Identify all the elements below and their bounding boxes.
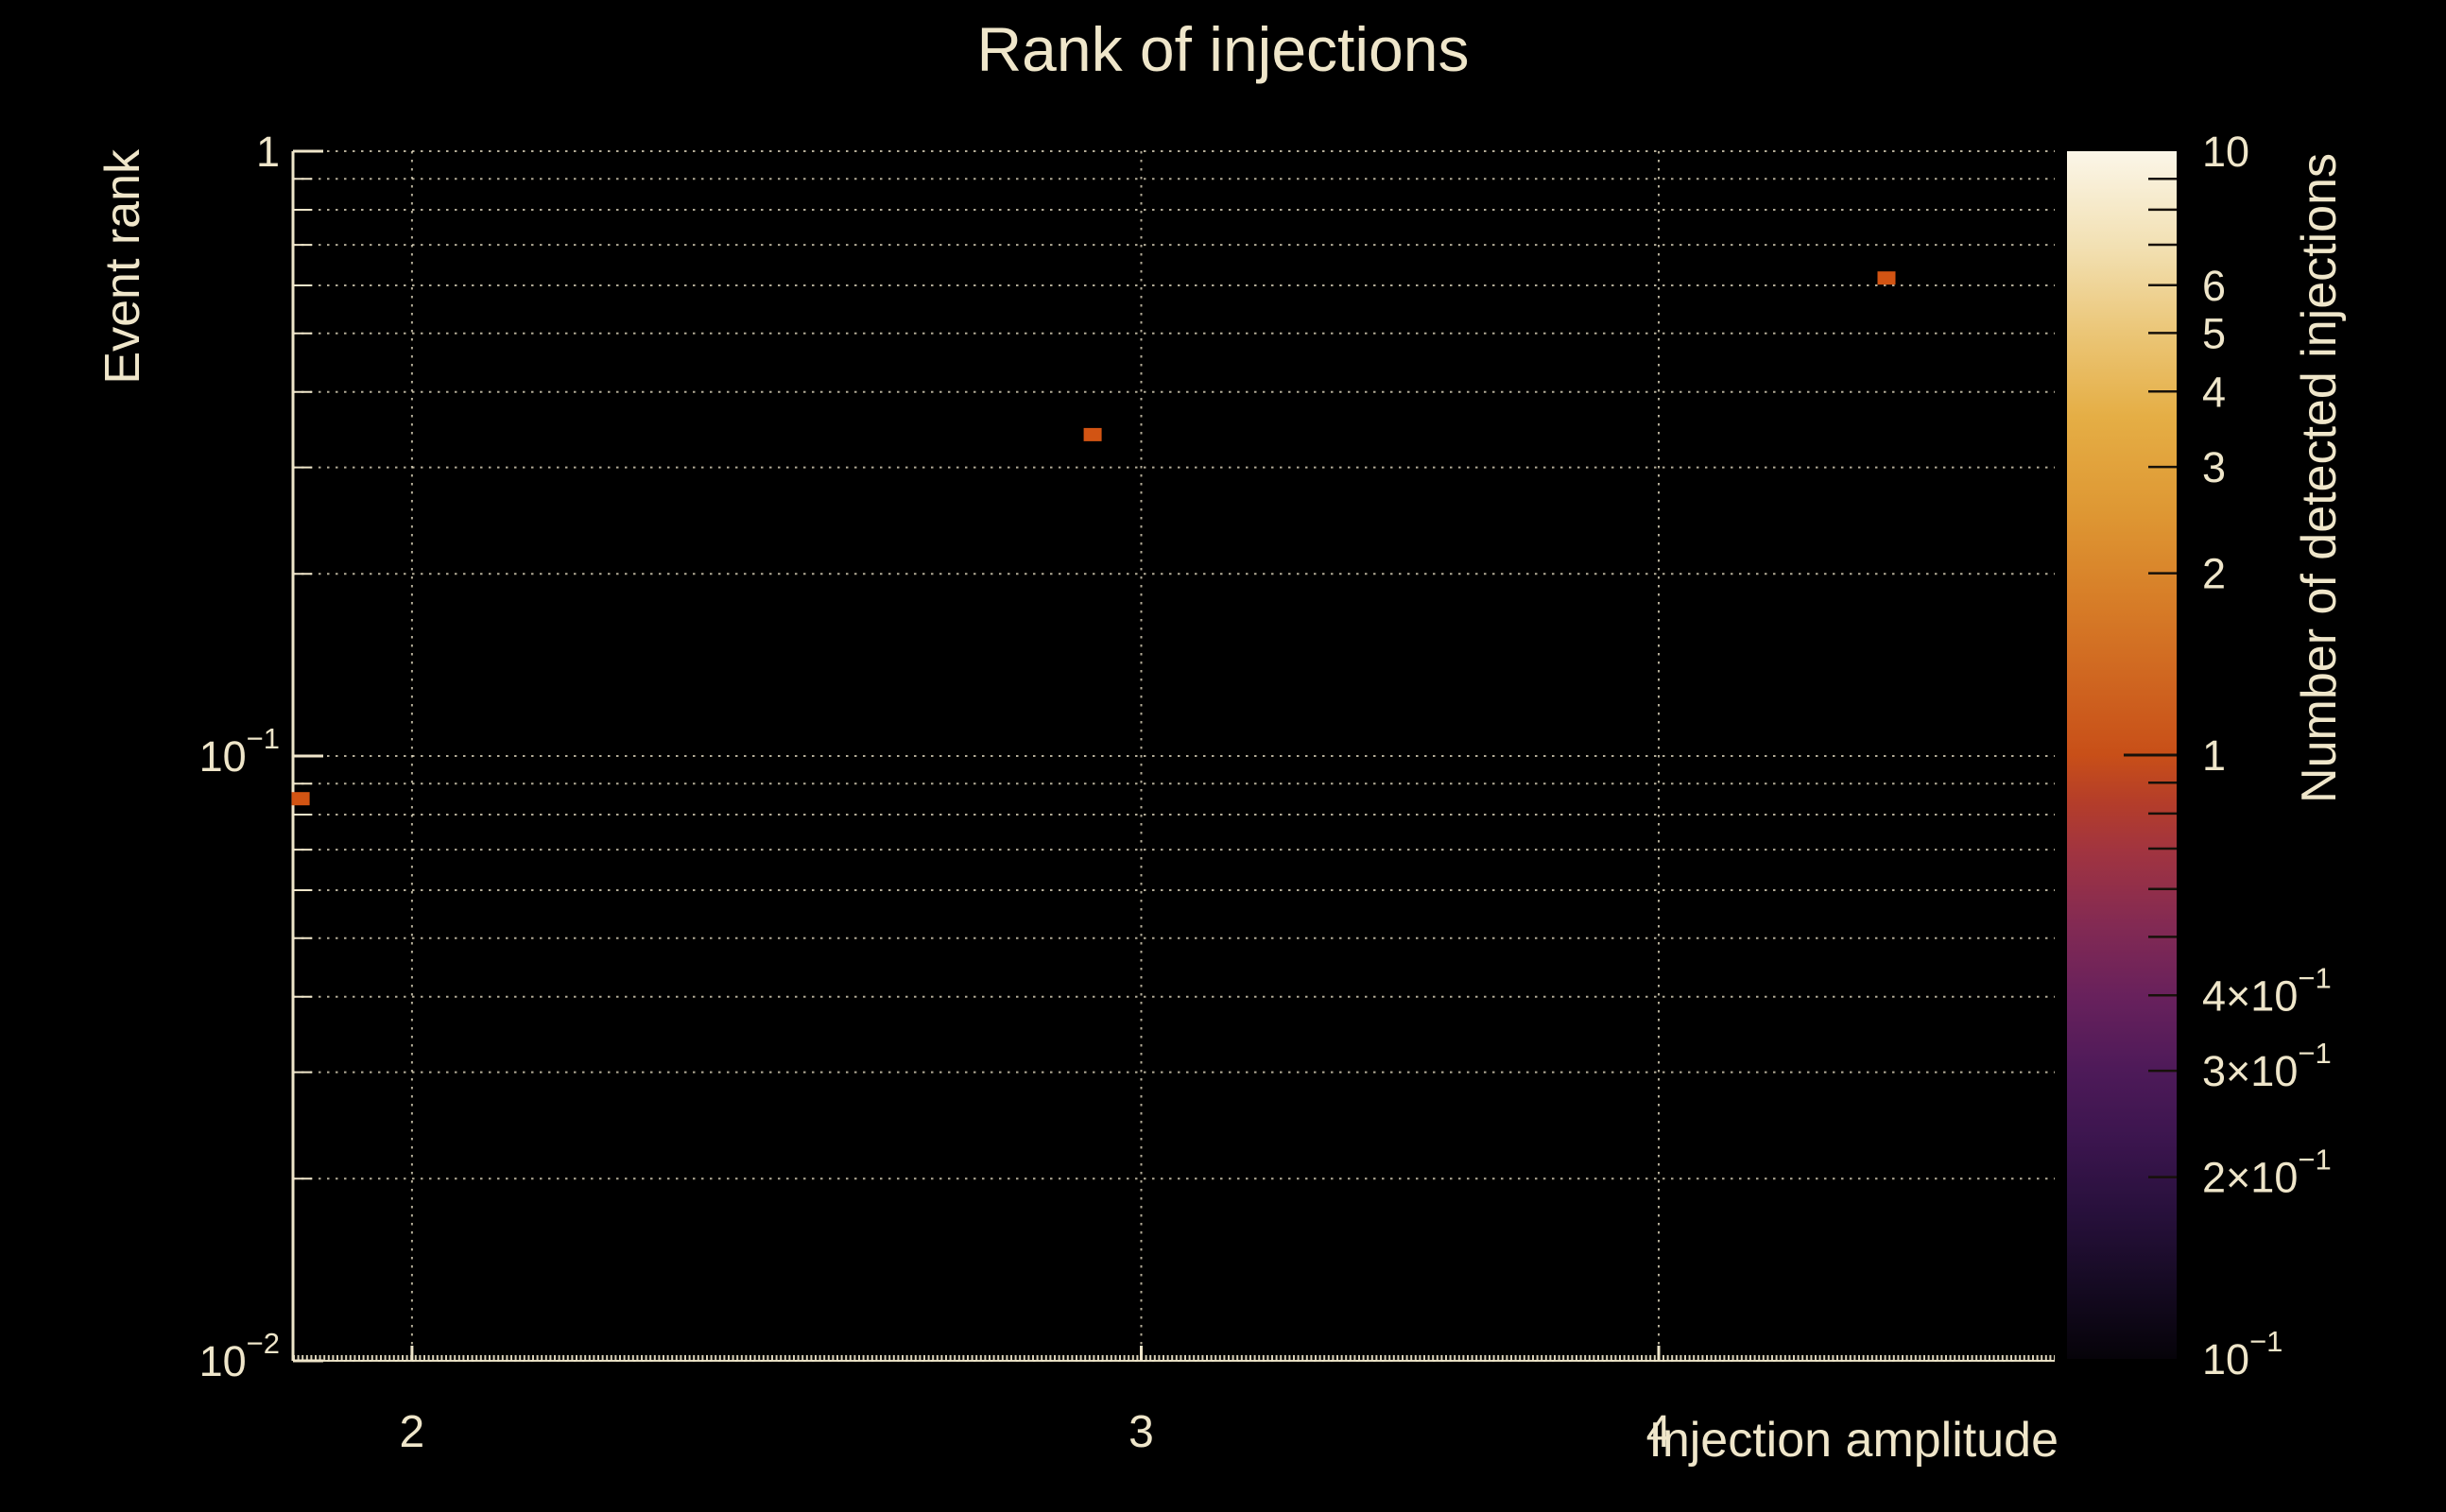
colorbar-tick-label: 10 (2202, 128, 2249, 176)
data-point (291, 792, 310, 806)
data-point (1877, 271, 1896, 285)
x-tick-label: 3 (1128, 1407, 1154, 1457)
colorbar-tick-label: 5 (2202, 309, 2226, 357)
y-tick-label: 10−1 (199, 722, 280, 781)
y-axis-label: Event rank (95, 149, 150, 385)
colorbar-tick-label: 3×10−1 (2202, 1037, 2332, 1095)
colorbar-tick-label: 6 (2202, 262, 2226, 310)
colorbar-tick-label: 4 (2202, 368, 2226, 416)
chart-title: Rank of injections (976, 14, 1470, 84)
y-tick-label: 10−2 (199, 1327, 280, 1385)
colorbar-label: Number of detected injections (2292, 153, 2347, 803)
colorbar-tick-label: 10−1 (2202, 1325, 2282, 1383)
colorbar-tick-label: 4×10−1 (2202, 961, 2332, 1020)
colorbar-tick-label: 2×10−1 (2202, 1143, 2332, 1202)
colorbar-tick-label: 1 (2202, 731, 2226, 780)
x-axis-label: Injection amplitude (1648, 1413, 2058, 1468)
y-tick-label: 1 (256, 128, 280, 176)
x-tick-label: 4 (1646, 1407, 1672, 1457)
colorbar-tick-label: 2 (2202, 550, 2226, 598)
data-point (1083, 427, 1102, 441)
x-tick-label: 2 (400, 1407, 425, 1457)
colorbar-tick-label: 3 (2202, 443, 2226, 491)
